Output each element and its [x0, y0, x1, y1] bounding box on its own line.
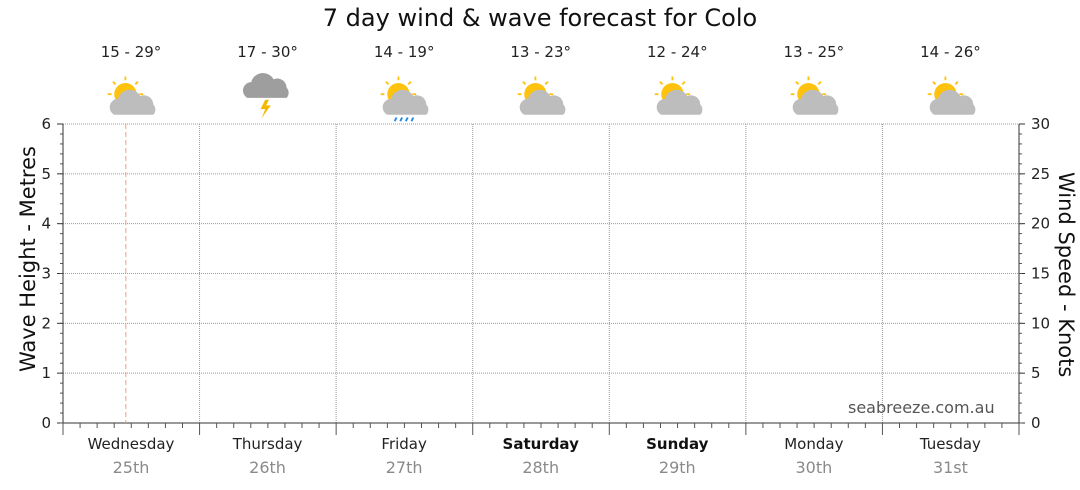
y-tick-label-right: 15 [1031, 265, 1050, 283]
watermark: seabreeze.com.au [848, 398, 995, 417]
y-tick-label-right: 20 [1031, 215, 1050, 233]
x-day-label: Tuesday [919, 435, 981, 453]
day-temperature: 13 - 25° [783, 43, 845, 61]
day-temperature: 14 - 19° [373, 43, 435, 61]
y-tick-label-right: 30 [1031, 115, 1050, 133]
storm-cloud-icon [242, 73, 289, 119]
day-temperature: 17 - 30° [237, 43, 298, 61]
x-day-label: Sunday [646, 435, 709, 453]
y-tick-label-left: 2 [41, 314, 51, 332]
day-temperature: 14 - 26° [920, 43, 981, 61]
y-tick-label-left: 4 [41, 215, 51, 233]
x-date-label: 25th [112, 458, 150, 477]
day-temperature: 15 - 29° [100, 43, 162, 61]
x-date-label: 31st [932, 458, 968, 477]
sun-cloud-icon [790, 76, 839, 115]
y-tick-label-right: 10 [1031, 314, 1050, 332]
y-tick-label-left: 6 [41, 115, 51, 133]
y-tick-label-right: 25 [1031, 165, 1050, 183]
y-tick-label-left: 0 [41, 414, 51, 432]
x-date-label: 26th [249, 458, 286, 477]
x-date-label: 27th [385, 458, 423, 477]
y-tick-label-left: 3 [41, 265, 51, 283]
y-tick-label-right: 5 [1031, 364, 1041, 382]
x-day-label: Wednesday [87, 435, 175, 453]
x-day-label: Friday [381, 435, 427, 453]
x-day-label: Saturday [502, 435, 579, 453]
x-date-label: 28th [522, 458, 560, 477]
y-tick-label-left: 5 [41, 165, 51, 183]
sun-cloud-rain-icon [381, 76, 429, 122]
sun-cloud-icon [927, 76, 976, 115]
sun-cloud-icon [654, 76, 702, 115]
sun-cloud-icon [108, 76, 156, 115]
x-day-label: Monday [784, 435, 844, 453]
y-tick-label-left: 1 [41, 364, 51, 382]
chart-title: 7 day wind & wave forecast for Colo [322, 4, 758, 32]
day-temperature: 12 - 24° [646, 43, 708, 61]
sun-cloud-icon [517, 76, 566, 115]
y-tick-label-right: 0 [1031, 414, 1041, 432]
x-day-label: Thursday [232, 435, 303, 453]
x-date-label: 29th [658, 458, 696, 477]
x-date-label: 30th [795, 458, 833, 477]
day-temperature: 13 - 23° [510, 43, 572, 61]
